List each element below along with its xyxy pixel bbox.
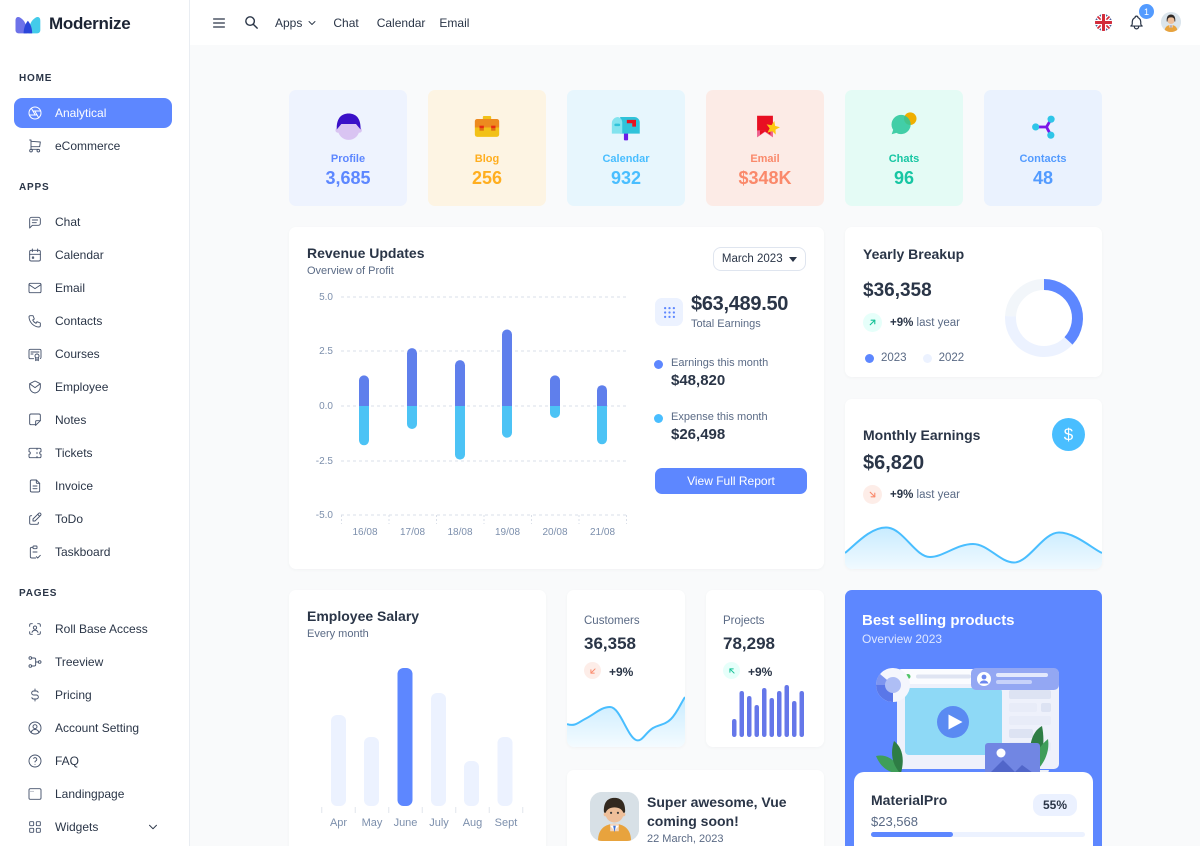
svg-text:Aug: Aug (463, 817, 483, 829)
svg-text:May: May (362, 817, 383, 829)
svg-text:2.5: 2.5 (319, 346, 333, 357)
svg-text:5.0: 5.0 (319, 292, 333, 303)
svg-text:-2.5: -2.5 (316, 456, 334, 467)
svg-text:-5.0: -5.0 (316, 510, 334, 521)
svg-text:20/08: 20/08 (542, 527, 567, 538)
svg-text:July: July (429, 817, 449, 829)
svg-text:June: June (394, 817, 418, 829)
svg-text:17/08: 17/08 (400, 527, 425, 538)
svg-text:16/08: 16/08 (352, 527, 377, 538)
svg-text:21/08: 21/08 (590, 527, 615, 538)
svg-text:18/08: 18/08 (447, 527, 472, 538)
svg-text:0.0: 0.0 (319, 401, 333, 412)
svg-text:Sept: Sept (495, 817, 518, 829)
svg-text:19/08: 19/08 (495, 527, 520, 538)
svg-text:Apr: Apr (330, 817, 347, 829)
